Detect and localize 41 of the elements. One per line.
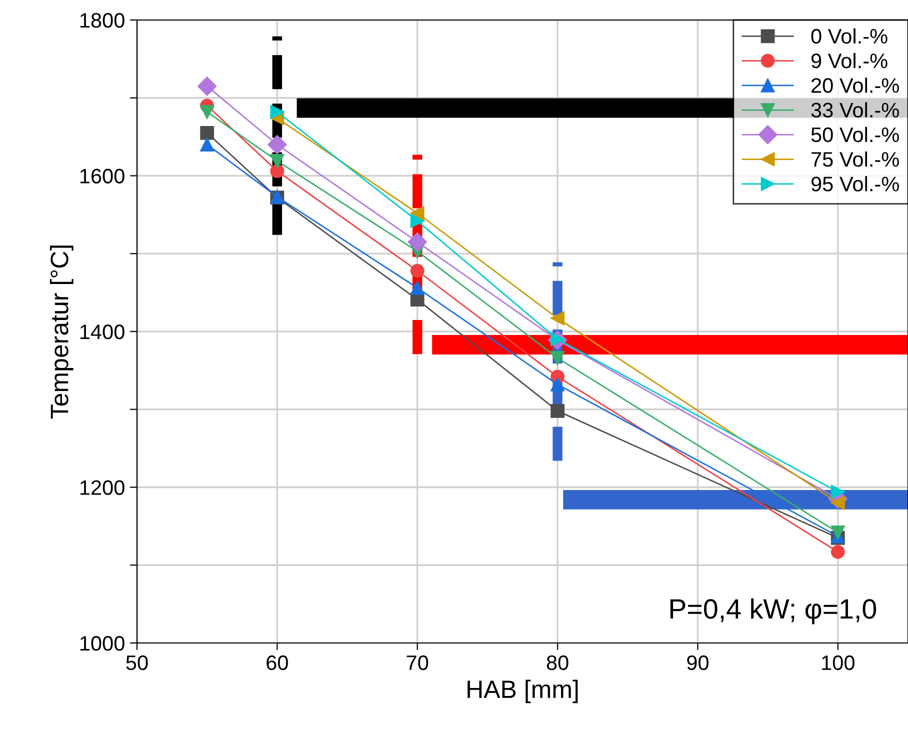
legend-label: 0 Vol.-% <box>811 28 888 44</box>
point <box>550 404 564 418</box>
point <box>270 164 284 178</box>
x-tick-label: 60 <box>266 655 288 670</box>
x-tick-label: 50 <box>126 655 148 670</box>
y-tick-label: 1000 <box>80 636 124 651</box>
point <box>410 264 424 278</box>
point <box>270 104 284 119</box>
point <box>410 214 424 228</box>
x-axis-title: HAB [mm] <box>468 680 578 704</box>
legend-label: 33 Vol.-% <box>811 102 899 118</box>
point <box>270 154 284 168</box>
point <box>410 280 424 295</box>
point <box>268 135 287 154</box>
point <box>550 311 564 326</box>
point <box>830 544 845 559</box>
legend-label: 20 Vol.-% <box>812 78 899 93</box>
point <box>200 138 214 152</box>
point <box>198 76 217 96</box>
legend-label: 9 Vol.-% <box>811 52 888 68</box>
y-tick-label: 1400 <box>80 324 124 340</box>
point <box>830 484 845 499</box>
x-tick-label: 70 <box>406 655 428 670</box>
y-tick-label: 1200 <box>80 480 124 496</box>
point <box>410 206 424 220</box>
point <box>200 104 214 119</box>
point <box>830 525 845 540</box>
x-tick-label: 80 <box>546 655 568 670</box>
point <box>550 351 564 365</box>
annotation: P=0,4 kW; φ=1,0 <box>670 598 876 624</box>
x-tick-label: 100 <box>822 655 854 670</box>
y-tick-label: 1600 <box>80 168 124 184</box>
legend-label: 95 Vol.-% <box>811 176 899 192</box>
point <box>550 378 564 392</box>
x-tick-label: 90 <box>687 655 708 670</box>
y-tick-label: 1800 <box>80 13 124 28</box>
point <box>200 126 214 140</box>
y-axis-title: Temperatur [°C] <box>50 246 74 419</box>
legend-label: 75 Vol.-% <box>812 151 899 167</box>
legend-label: 50 Vol.-% <box>811 126 899 142</box>
point <box>408 232 427 252</box>
